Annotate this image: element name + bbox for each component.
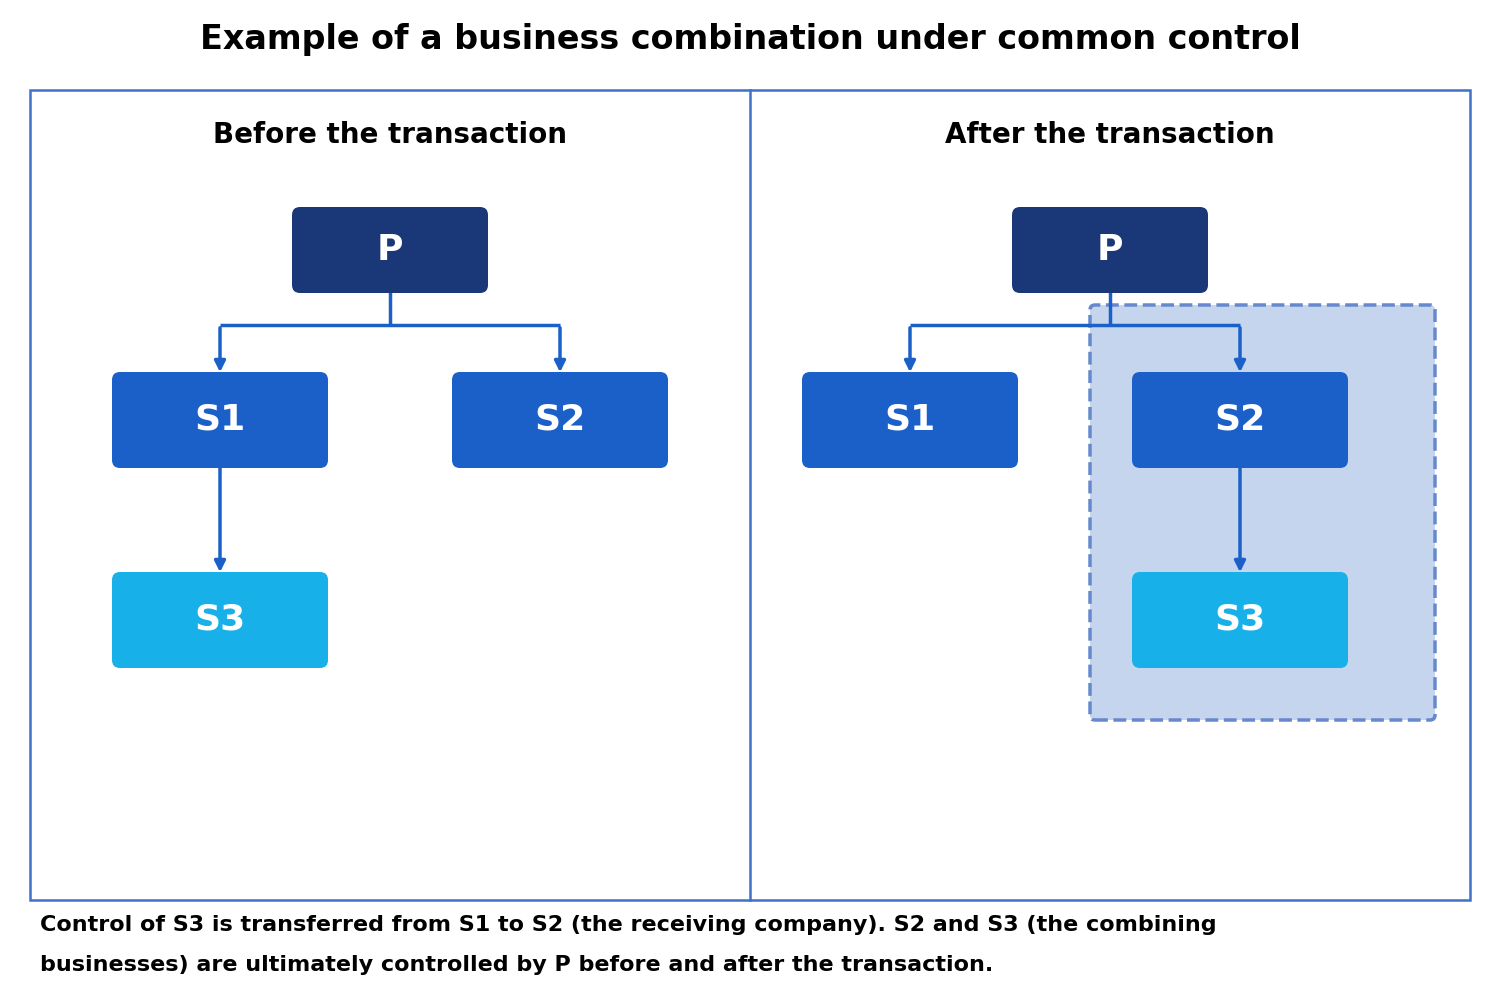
Text: S3: S3: [195, 603, 246, 637]
FancyBboxPatch shape: [1090, 305, 1436, 720]
FancyBboxPatch shape: [1132, 572, 1348, 668]
Text: Example of a business combination under common control: Example of a business combination under …: [200, 23, 1300, 56]
FancyBboxPatch shape: [292, 207, 488, 293]
Text: P: P: [1096, 233, 1124, 267]
Text: S1: S1: [195, 403, 246, 437]
Text: S3: S3: [1215, 603, 1266, 637]
FancyBboxPatch shape: [1013, 207, 1208, 293]
Text: S1: S1: [885, 403, 936, 437]
Text: businesses) are ultimately controlled by P before and after the transaction.: businesses) are ultimately controlled by…: [40, 955, 993, 975]
Text: P: P: [376, 233, 404, 267]
Text: S2: S2: [534, 403, 585, 437]
FancyBboxPatch shape: [112, 572, 328, 668]
Text: Control of S3 is transferred from S1 to S2 (the receiving company). S2 and S3 (t: Control of S3 is transferred from S1 to …: [40, 915, 1216, 935]
FancyBboxPatch shape: [802, 372, 1018, 468]
Text: After the transaction: After the transaction: [945, 121, 1275, 149]
Text: S2: S2: [1215, 403, 1266, 437]
Text: Before the transaction: Before the transaction: [213, 121, 567, 149]
FancyBboxPatch shape: [452, 372, 668, 468]
FancyBboxPatch shape: [30, 90, 1470, 900]
FancyBboxPatch shape: [1132, 372, 1348, 468]
FancyBboxPatch shape: [112, 372, 328, 468]
